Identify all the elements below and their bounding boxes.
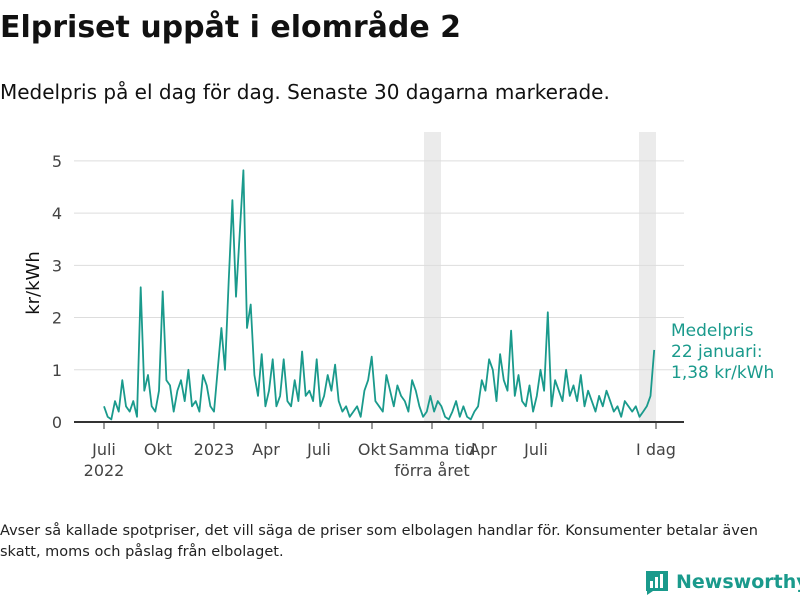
x-tick-label: 2022 (84, 461, 125, 480)
highlight-band-2 (639, 132, 656, 422)
x-tick-label: förra året (394, 461, 469, 480)
chart-subtitle: Medelpris på el dag för dag. Senaste 30 … (0, 80, 610, 104)
y-tick-label: 1 (52, 361, 62, 380)
chart-title: Elpriset uppåt i elområde 2 (0, 10, 462, 45)
y-tick-label: 4 (52, 204, 62, 223)
x-tick-label: Juli (306, 440, 331, 459)
x-tick-label: Apr (469, 440, 497, 459)
y-tick-label: 0 (52, 413, 62, 432)
footnote: Avser så kallade spotpriser, det vill sä… (0, 523, 758, 560)
y-tick-label: 5 (52, 152, 62, 171)
x-tick-label: Okt (358, 440, 386, 459)
logo-text: Newsworthy (676, 571, 800, 593)
x-tick-label: 2023 (194, 440, 235, 459)
y-tick-label: 3 (52, 256, 62, 275)
y-tick-label: 2 (52, 309, 62, 328)
x-tick-label: Juli (523, 440, 548, 459)
price-series-line (103, 169, 656, 421)
x-tick-label: Apr (252, 440, 280, 459)
annotation-line: 22 januari: (671, 342, 763, 362)
highlight-band-1 (424, 132, 441, 422)
y-axis-label: kr/kWh (23, 251, 44, 315)
x-tick-label: I dag (636, 440, 676, 459)
x-tick-label: Okt (144, 440, 172, 459)
newsworthy-logo[interactable]: Newsworthy (644, 569, 800, 595)
annotation-line: 1,38 kr/kWh (671, 363, 774, 383)
newsworthy-logo-icon (646, 571, 668, 595)
x-tick-label: Juli (91, 440, 116, 459)
annotation-line: Medelpris (671, 321, 754, 341)
x-tick-label: Samma tid (389, 440, 476, 459)
